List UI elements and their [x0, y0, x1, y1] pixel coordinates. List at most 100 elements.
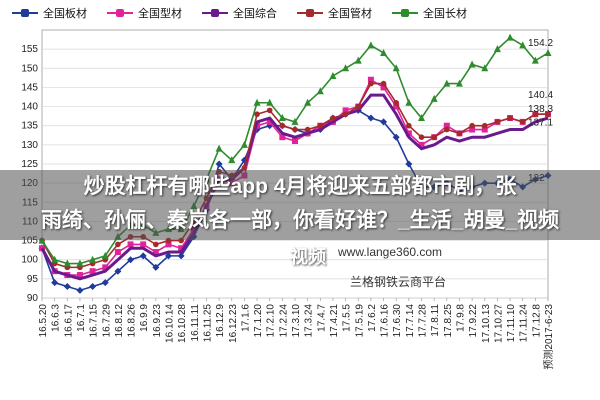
legend-item: 全国管材: [297, 5, 372, 21]
data-point: [405, 160, 413, 168]
data-point: [127, 241, 134, 248]
data-point: [292, 138, 298, 145]
data-point: [380, 48, 388, 56]
data-point: [392, 64, 400, 72]
data-point: [342, 107, 349, 114]
x-tick-label: 17.3.24: [304, 304, 315, 338]
data-point: [51, 279, 59, 287]
data-point: [266, 98, 274, 106]
data-point: [531, 56, 539, 64]
overlay-title-line-2: 雨绮、孙俪、秦岚各一部，你看好谁？_生活_胡曼_视频: [40, 209, 560, 232]
x-tick-label: 17.4.7: [316, 304, 327, 332]
x-tick-label: 17.4.21: [329, 304, 340, 338]
y-tick-label: 140: [21, 102, 38, 113]
end-label: 154.2: [528, 38, 553, 49]
data-point: [367, 41, 375, 49]
data-point: [101, 279, 109, 287]
x-tick-label: 17.5.5: [342, 304, 353, 332]
x-tick-label: 17.11.24: [519, 304, 530, 343]
data-point: [304, 98, 312, 106]
y-tick-label: 100: [21, 255, 38, 266]
x-tick-label: 16.7.1: [76, 304, 87, 332]
y-tick-label: 105: [21, 236, 38, 247]
data-point: [469, 126, 476, 133]
x-tick-label: 16.12.9: [215, 304, 226, 338]
watermark-subtitle: 兰格钢铁云商平台: [350, 275, 447, 289]
data-point: [89, 268, 96, 275]
data-point: [506, 33, 514, 41]
data-point: [380, 118, 388, 126]
data-point: [102, 264, 109, 271]
data-point: [291, 117, 299, 125]
data-point: [406, 122, 412, 129]
data-point: [354, 56, 362, 64]
data-point: [76, 272, 83, 279]
data-point: [304, 126, 311, 133]
data-point: [63, 283, 71, 291]
x-tick-label: 17.1.20: [253, 304, 264, 338]
x-tick-label: 16.11.25: [202, 304, 213, 343]
x-tick-label: 16.6.17: [63, 304, 74, 338]
data-point: [51, 255, 59, 263]
data-point: [393, 103, 400, 110]
x-tick-label: 17.8.25: [443, 304, 454, 338]
legend-label: 全国板材: [43, 8, 87, 20]
x-tick-label: 17.9.8: [455, 304, 466, 332]
x-tick-label: 17.8.11: [430, 304, 441, 337]
data-point: [152, 249, 159, 256]
data-point: [342, 111, 349, 118]
x-axis: 16.5.20 16.6.3 16.6.17 16.7.1 16.7.15 16.7.29…: [38, 298, 555, 370]
y-tick-label: 155: [21, 44, 38, 55]
data-point: [253, 98, 261, 106]
legend-item: 全国板材: [12, 5, 87, 21]
data-point: [545, 111, 551, 118]
data-point: [228, 156, 236, 164]
data-point: [342, 64, 350, 72]
overlay-title-line-1: 炒股杠杆有哪些app 4月将迎来五部都市剧，张: [83, 175, 517, 198]
x-tick-label: 17.6.16: [380, 304, 391, 338]
legend-swatch: [202, 8, 228, 18]
x-tick-label: 17.6.2: [367, 304, 378, 332]
data-point: [329, 71, 337, 79]
end-label: 140.4: [528, 90, 553, 101]
x-tick-label: 16.9.23: [152, 304, 163, 338]
data-point: [481, 126, 488, 133]
data-point: [266, 107, 273, 114]
data-point: [481, 122, 488, 129]
x-tick-label: 16.10.28: [177, 304, 188, 343]
y-tick-label: 145: [21, 82, 38, 93]
data-point: [456, 130, 463, 137]
data-point: [241, 165, 248, 171]
x-tick-label: 17.7.28: [418, 304, 429, 338]
data-point: [493, 45, 501, 53]
data-point: [455, 79, 463, 87]
x-tick-label: 17.2.24: [278, 304, 289, 338]
x-tick-label: 17.6.30: [392, 304, 403, 338]
data-point: [443, 79, 451, 87]
data-point: [165, 241, 172, 248]
data-point: [367, 114, 375, 122]
data-point: [177, 252, 185, 260]
x-tick-label: 17.11.10: [506, 304, 517, 343]
data-point: [254, 111, 260, 118]
x-tick-label: 16.5.20: [38, 304, 49, 338]
data-point: [507, 115, 513, 121]
x-tick-label: 16.8.26: [127, 304, 138, 338]
data-point: [152, 263, 160, 271]
data-point: [266, 118, 273, 125]
legend-item: 全国长材: [392, 5, 467, 21]
data-point: [139, 252, 147, 260]
legend-label: 全国长材: [423, 8, 467, 20]
x-tick-label: 16.12.23: [228, 304, 239, 343]
data-point: [532, 111, 539, 118]
data-point: [380, 84, 387, 91]
x-tick-label: 16.6.3: [51, 304, 62, 332]
data-point: [178, 245, 185, 252]
data-point: [469, 122, 475, 129]
x-tick-label: 17.2.10: [266, 304, 277, 338]
data-point: [76, 259, 84, 267]
data-point: [215, 144, 223, 152]
data-point: [481, 64, 489, 72]
x-tick-label: 17.5.19: [354, 304, 365, 338]
